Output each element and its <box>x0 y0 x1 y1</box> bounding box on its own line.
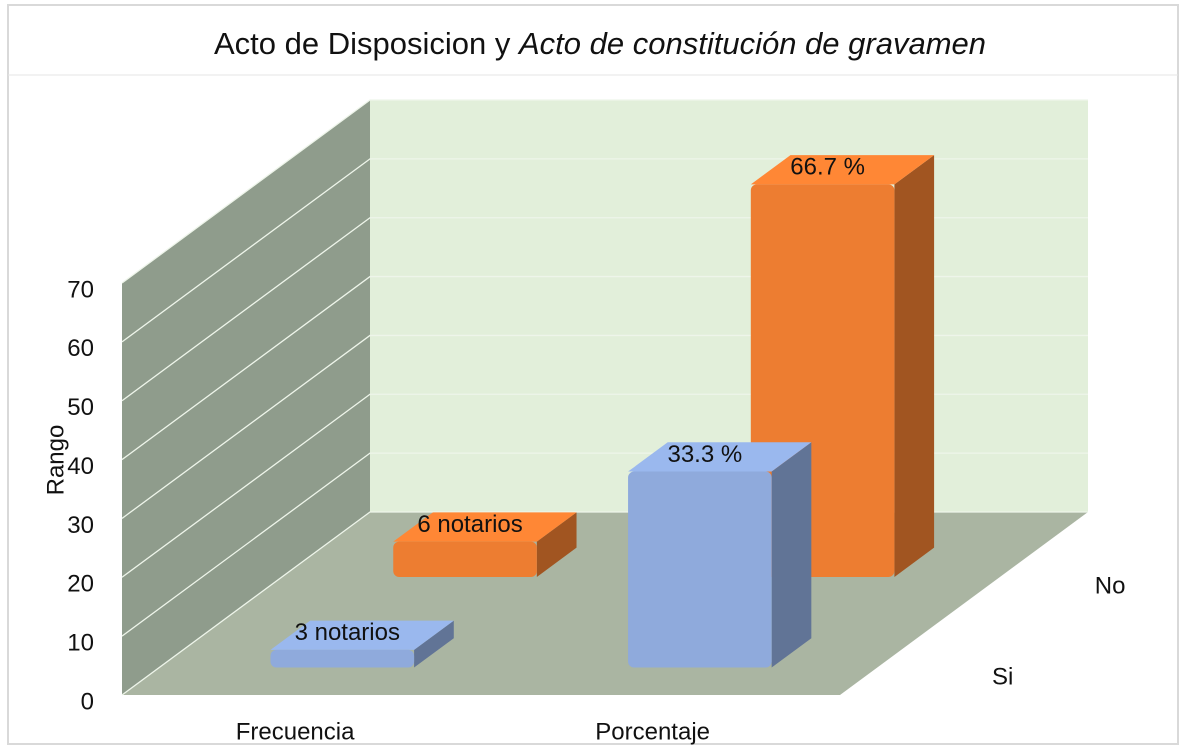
bar-top <box>270 620 454 650</box>
bar-top <box>628 442 812 472</box>
bar-side <box>414 620 454 668</box>
bar <box>393 541 537 577</box>
y-tick-label: 20 <box>67 571 94 598</box>
bar-side <box>894 155 935 577</box>
bar <box>270 649 415 668</box>
value-label: 33.3 % <box>667 441 742 468</box>
y-tick-label: 40 <box>67 453 94 480</box>
y-tick-label: 50 <box>67 394 94 421</box>
y-axis-label: Rango <box>42 425 69 496</box>
x-tick-label: Frecuencia <box>236 718 355 745</box>
grid-line <box>121 99 1088 284</box>
bar <box>628 471 772 668</box>
bars: 6 notarios 66.7 % 3 notarios 33.3 % <box>270 154 935 668</box>
y-tick-label: 0 <box>81 688 94 715</box>
bar-top <box>393 512 577 542</box>
y-tick-label: 70 <box>67 276 94 303</box>
title-emphasis: Acto de constitución de gravamen <box>519 26 986 61</box>
x-tick-label: Porcentaje <box>595 718 710 745</box>
chart-title: Acto de Disposicion y Acto de constituci… <box>200 22 1000 66</box>
value-label: 6 notarios <box>417 511 522 538</box>
bar-top <box>750 155 935 185</box>
y-tick-label: 30 <box>67 512 94 539</box>
legend-label: Si <box>992 663 1013 690</box>
side-wall <box>122 100 370 695</box>
chart-border <box>7 4 1179 745</box>
value-label: 66.7 % <box>790 154 865 181</box>
bar-side <box>536 512 577 577</box>
title-text: Acto de Disposicion y <box>214 26 511 61</box>
walls <box>122 100 1088 695</box>
legend-label: No <box>1095 573 1126 600</box>
y-tick-label: 60 <box>67 335 94 362</box>
y-tick-label: 10 <box>67 629 94 656</box>
value-label: 3 notarios <box>295 619 400 646</box>
bar-side <box>771 442 812 668</box>
